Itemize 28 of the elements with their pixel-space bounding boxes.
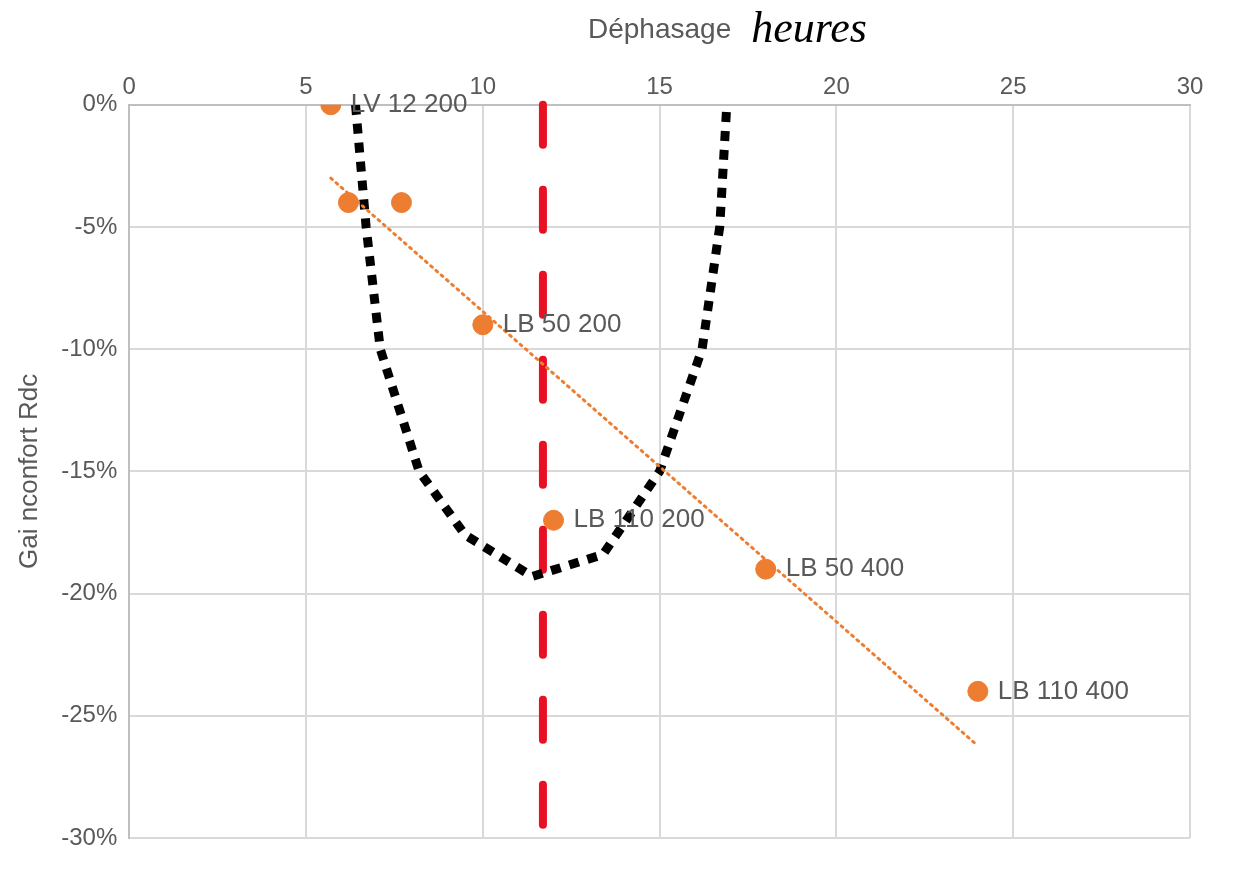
x-tick-label: 0 [122,72,136,100]
y-tick-label: -15% [61,456,118,484]
data-label: LV 12 200 [350,87,468,118]
x-tick-label: 30 [1176,72,1204,100]
data-label: LB 110 400 [997,674,1129,705]
point [472,314,494,336]
point [543,509,565,531]
x-tick-label: 15 [646,72,673,100]
x-axis-title: Déphasage [588,12,732,44]
x-tick-label: 10 [469,72,497,100]
data-label: LB 50 200 [502,307,622,338]
y-tick-label: -5% [74,211,118,239]
y-tick-label: -30% [61,822,118,850]
data-label: LB 110 200 [573,503,705,534]
y-tick-label: -25% [61,700,118,728]
point [967,680,989,702]
x-tick-label: 20 [823,72,850,100]
point [390,192,412,214]
point [755,558,777,580]
x-tick-label: 25 [999,72,1027,100]
data-label: LB 50 400 [785,552,905,583]
text: heures [751,2,867,52]
y-axis-title: Gai nconfort Rdc [12,373,43,569]
point [337,192,359,214]
y-tick-label: 0% [82,89,118,117]
y-tick-label: -10% [61,333,118,361]
x-tick-label: 5 [299,72,313,100]
y-tick-label: -20% [61,578,118,606]
